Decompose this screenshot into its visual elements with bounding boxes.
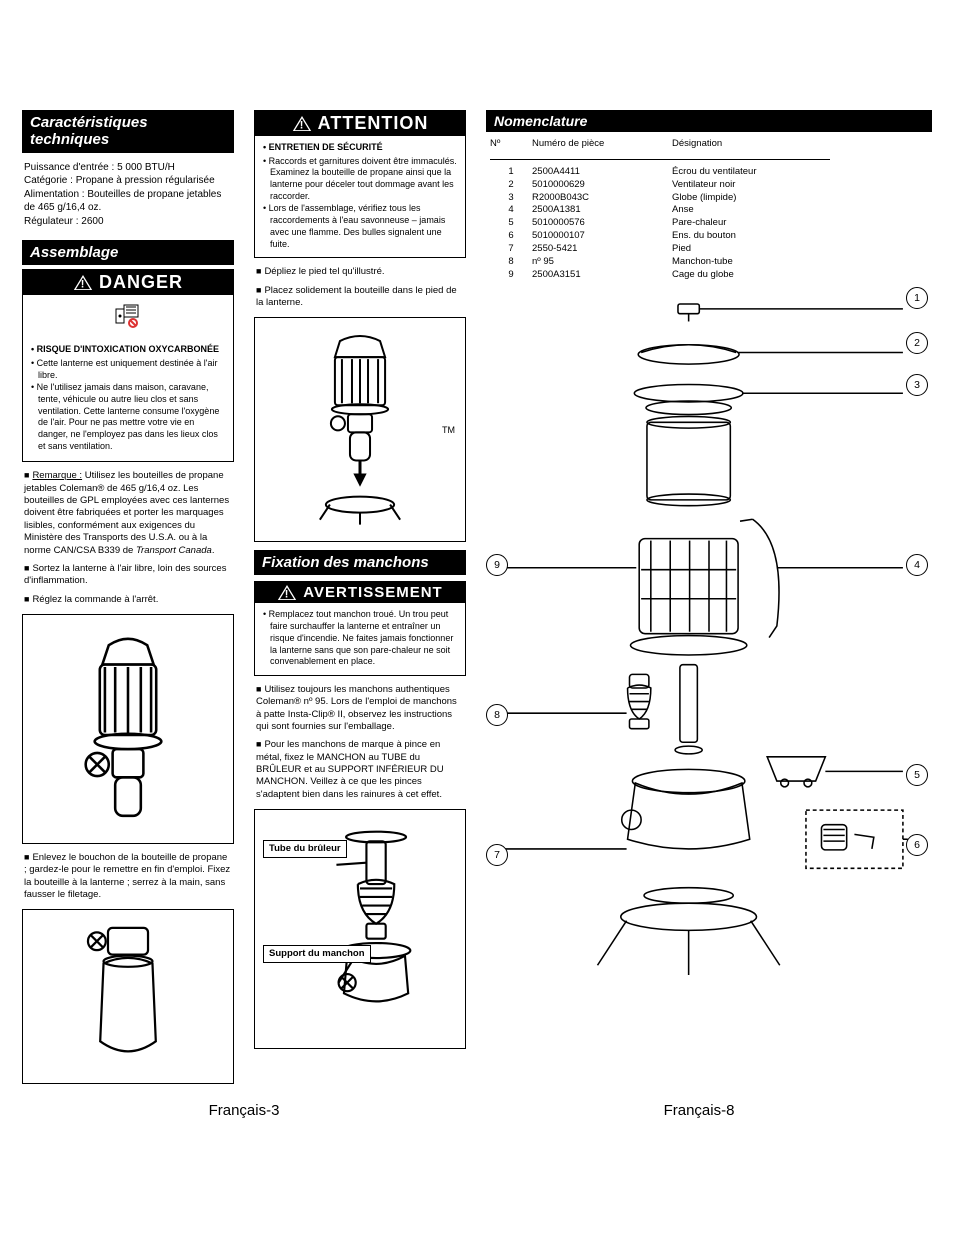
burner-tube-illustration: Tube du brûleur Support du manchon (254, 809, 466, 1049)
warning-triangle-icon: ! (292, 115, 312, 132)
danger-bullet: Ne l'utilisez jamais dans maison, carava… (31, 382, 225, 452)
left-column: Caractéristiques techniques Puissance d'… (22, 110, 234, 1092)
tm-label: TM (442, 425, 455, 435)
note-line: ■Sortez la lanterne à l'air libre, loin … (24, 563, 232, 588)
specs-block: Puissance d'entrée : 5 000 BTU/H Catégor… (24, 161, 232, 229)
mid-note: ■Dépliez le pied tel qu'illustré. (256, 266, 464, 278)
spec-line: Régulateur : 2600 (24, 215, 232, 229)
page-number-left: Français-3 (22, 1102, 466, 1119)
avert-bullet: Remplacez tout manchon troué. Un trou pe… (263, 609, 457, 667)
danger-bar: ! DANGER (23, 270, 233, 295)
svg-text:!: ! (285, 589, 289, 601)
attention-label: ATTENTION (318, 113, 429, 134)
co-hazard-icon (110, 299, 146, 331)
avert-bar: ! AVERTISSEMENT (255, 582, 465, 603)
nomenclature-table: Nº Numéro de pièce Désignation (490, 138, 928, 155)
exploded-svg (486, 285, 932, 1025)
nom-head-row: Nº Numéro de pièce Désignation (490, 138, 928, 155)
attention-bullet: Raccords et garnitures doivent être imma… (263, 156, 457, 203)
attention-lead: • ENTRETIEN DE SÉCURITÉ (263, 142, 457, 154)
hazard-icon-row (23, 295, 233, 338)
lantern-top-illustration (22, 614, 234, 844)
mantle-header: Fixation des manchons (254, 550, 466, 575)
nomenclature-header: Nomenclature (486, 110, 932, 132)
note-remark: ■Remarque : Utilisez les bouteilles de p… (24, 470, 232, 556)
danger-box: ! DANGER • RISQUE D'INTOXICATION OXYCARB… (22, 269, 234, 462)
nom-rule (490, 159, 830, 160)
attention-bar: ! ATTENTION (255, 111, 465, 136)
nom-h1: Nº (490, 138, 532, 149)
mid-note: ■Pour les manchons de marque à pince en … (256, 739, 464, 801)
lantern-stand-illustration: TM (254, 317, 466, 542)
spec-line: Alimentation : Bouteilles de propane jet… (24, 188, 232, 215)
cylinder-illustration (22, 909, 234, 1084)
spec-line: Catégorie : Propane à pression régularis… (24, 174, 232, 188)
support-label: Support du manchon (263, 945, 371, 963)
note-underline: Remarque : (32, 470, 82, 481)
danger-body: • RISQUE D'INTOXICATION OXYCARBONÉE Cett… (23, 338, 233, 461)
bullet-square: ■ (24, 470, 29, 480)
danger-label: DANGER (99, 272, 183, 293)
note-line: ■Enlevez le bouchon de la bouteille de p… (24, 852, 232, 901)
right-column: Nomenclature Nº Numéro de pièce Désignat… (486, 110, 932, 1092)
attention-box: ! ATTENTION • ENTRETIEN DE SÉCURITÉ Racc… (254, 110, 466, 258)
page-layout: Caractéristiques techniques Puissance d'… (22, 110, 932, 1092)
warning-triangle-icon: ! (73, 274, 93, 291)
specs-header: Caractéristiques techniques (22, 110, 234, 153)
assembly-header: Assemblage (22, 240, 234, 265)
page-number-right: Français-8 (466, 1102, 932, 1119)
avert-body: Remplacez tout manchon troué. Un trou pe… (255, 603, 465, 674)
warning-triangle-icon: ! (277, 584, 297, 601)
note-line: ■Réglez la commande à l'arrêt. (24, 594, 232, 606)
spec-line: Puissance d'entrée : 5 000 BTU/H (24, 161, 232, 175)
mid-note: ■Utilisez toujours les manchons authenti… (256, 684, 464, 733)
svg-text:!: ! (81, 279, 85, 291)
mid-note: ■Placez solidement la bouteille dans le … (256, 285, 464, 310)
nom-h2: Numéro de pièce (532, 138, 672, 149)
attention-bullet: Lors de l'assemblage, vérifiez tous les … (263, 203, 457, 250)
middle-column: ! ATTENTION • ENTRETIEN DE SÉCURITÉ Racc… (254, 110, 466, 1092)
nom-h3: Désignation (672, 138, 928, 149)
page-footer: Français-3 Français-8 (22, 1102, 932, 1119)
nomenclature-rows: 12500A4411Écrou du ventilateur 250100006… (490, 166, 928, 281)
tube-label: Tube du brûleur (263, 840, 347, 858)
svg-text:!: ! (299, 120, 303, 132)
note-italic: Transport Canada (136, 545, 212, 556)
danger-bullet: Cette lanterne est uniquement destinée à… (31, 358, 225, 381)
attention-body: • ENTRETIEN DE SÉCURITÉ Raccords et garn… (255, 136, 465, 257)
exploded-view: 1 2 3 4 5 6 7 8 9 (486, 285, 932, 1025)
danger-lead: • RISQUE D'INTOXICATION OXYCARBONÉE (31, 344, 225, 356)
avertissement-box: ! AVERTISSEMENT Remplacez tout manchon t… (254, 581, 466, 675)
avert-label: AVERTISSEMENT (303, 584, 442, 601)
note-text: Utilisez les bouteilles de propane jetab… (24, 470, 229, 555)
